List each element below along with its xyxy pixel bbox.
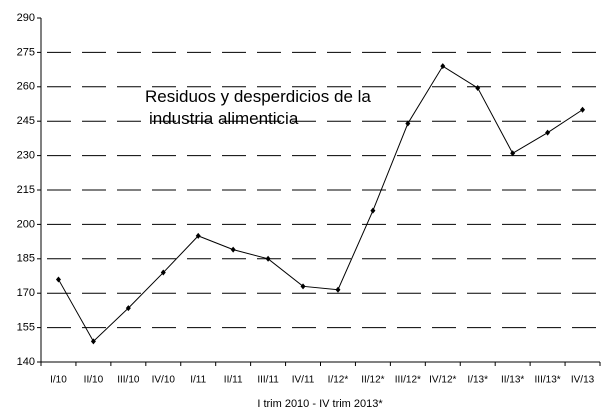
x-tick-label: II/12* bbox=[361, 375, 384, 386]
marker bbox=[405, 120, 411, 127]
x-tick-label: III/11 bbox=[257, 375, 279, 386]
marker bbox=[440, 63, 446, 70]
y-tick-label: 215 bbox=[17, 184, 35, 196]
x-tick-label: II/11 bbox=[224, 375, 243, 386]
marker bbox=[580, 106, 586, 113]
marker bbox=[230, 246, 236, 253]
y-tick-label: 290 bbox=[17, 12, 35, 24]
marker bbox=[335, 286, 341, 293]
x-tick-label: I/13* bbox=[467, 375, 488, 386]
marker bbox=[55, 276, 61, 283]
y-tick-label: 275 bbox=[17, 46, 35, 58]
y-tick-label: 170 bbox=[17, 287, 35, 299]
x-tick-label: III/10 bbox=[117, 375, 140, 386]
x-tick-label: III/13* bbox=[535, 375, 561, 386]
marker bbox=[370, 207, 376, 214]
x-tick-label: IV/12* bbox=[429, 375, 456, 386]
annotation: Residuos y desperdicios de la bbox=[145, 87, 371, 106]
line bbox=[58, 65, 583, 343]
x-axis-label: I trim 2010 - IV trim 2013* bbox=[257, 398, 383, 410]
y-tick-label: 230 bbox=[17, 150, 35, 162]
marker bbox=[545, 129, 551, 136]
marker bbox=[510, 150, 516, 157]
x-tick-label: II/10 bbox=[84, 375, 104, 386]
x-tick-label: III/12* bbox=[395, 375, 421, 386]
marker bbox=[90, 338, 96, 345]
y-tick-label: 140 bbox=[17, 356, 35, 368]
x-tick-label: II/13* bbox=[501, 375, 524, 386]
marker bbox=[475, 84, 481, 91]
x-tick-label: I/11 bbox=[190, 375, 206, 386]
x-tick-label: I/10 bbox=[50, 375, 67, 386]
y-tick-label: 185 bbox=[17, 253, 35, 265]
y-tick-label: 245 bbox=[17, 115, 35, 127]
marker bbox=[160, 269, 166, 276]
y-tick-label: 260 bbox=[17, 81, 35, 93]
marker bbox=[265, 255, 271, 262]
marker bbox=[195, 232, 201, 239]
x-tick-label: IV/11 bbox=[292, 375, 315, 386]
x-tick-label: I/12* bbox=[328, 375, 349, 386]
y-tick-label: 155 bbox=[17, 322, 35, 334]
annotation: industria alimenticia bbox=[149, 109, 299, 128]
marker bbox=[300, 283, 306, 290]
marker bbox=[125, 305, 131, 312]
x-tick-label: IV/10 bbox=[152, 375, 176, 386]
y-tick-label: 200 bbox=[17, 218, 35, 230]
x-tick-label: IV/13 bbox=[571, 375, 595, 386]
